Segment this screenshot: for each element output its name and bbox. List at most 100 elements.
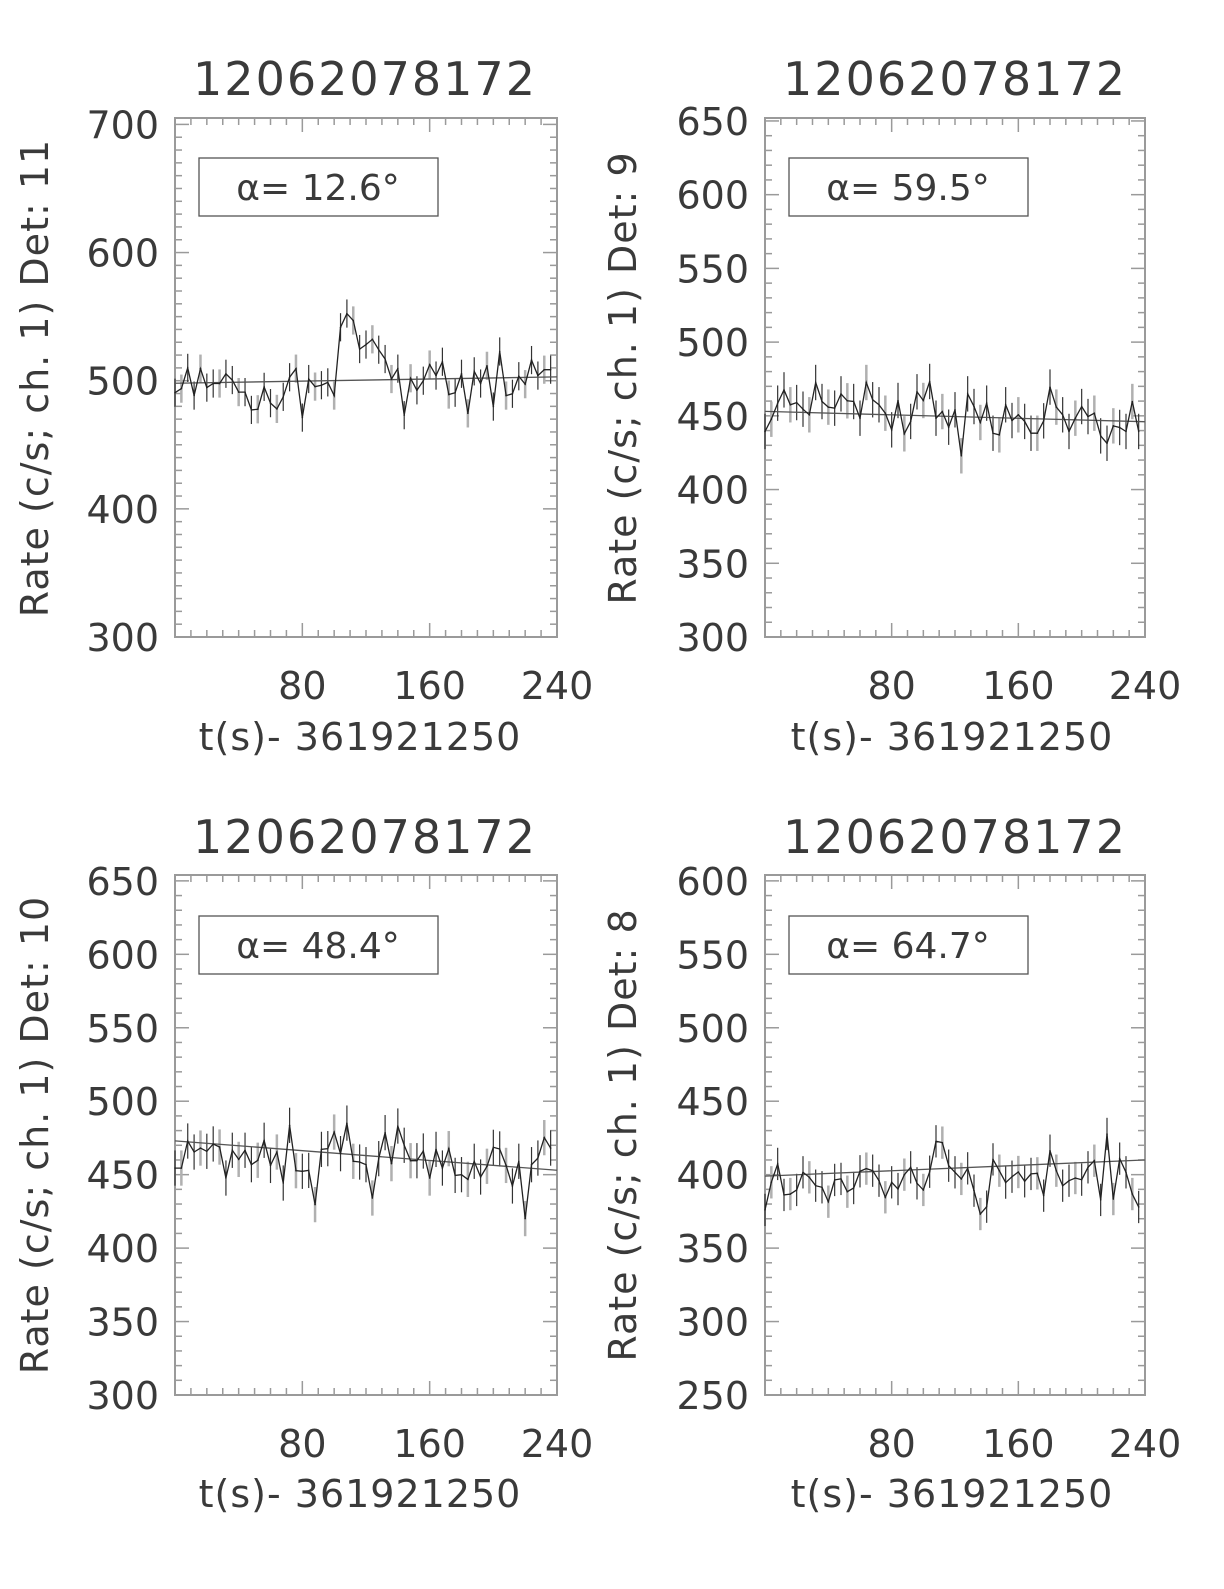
panel-det-11: 12062078172 Rate (c/s; ch. 1) Det: 11 t(…	[13, 52, 537, 759]
data-point	[789, 403, 792, 406]
data-point	[492, 405, 495, 408]
data-point	[256, 1159, 259, 1162]
x-axis-label: t(s)- 361921250	[199, 1472, 522, 1516]
data-point	[237, 391, 240, 393]
data-point	[795, 1189, 798, 1191]
data-point	[998, 1169, 1001, 1172]
rate-series-line	[175, 1122, 552, 1219]
data-point	[460, 372, 463, 375]
data-point	[416, 389, 418, 392]
data-point	[288, 1124, 291, 1127]
data-point	[371, 338, 374, 341]
data-point	[916, 1182, 918, 1185]
y-tick-label: 500	[86, 1080, 159, 1124]
data-point	[390, 1162, 393, 1165]
data-point	[935, 417, 937, 419]
data-point	[498, 1148, 501, 1150]
data-point	[403, 414, 406, 416]
data-point	[409, 377, 412, 380]
data-point	[833, 1179, 836, 1181]
data-point	[859, 1170, 861, 1173]
data-point	[327, 1147, 329, 1150]
data-point	[916, 391, 918, 393]
data-point	[447, 393, 450, 396]
rate-series-line	[764, 1133, 1140, 1216]
data-point	[231, 379, 234, 381]
data-point	[960, 454, 963, 457]
y-tick-label: 400	[676, 1154, 749, 1198]
data-point	[954, 1171, 956, 1174]
data-point	[814, 381, 817, 384]
rate-series-line	[764, 379, 1140, 456]
data-point	[454, 1174, 456, 1177]
data-point	[890, 429, 893, 431]
data-point	[954, 408, 956, 411]
plot-area-1: 80 160 240 300 350 400 450 500 550 600 650	[676, 100, 1181, 708]
data-point	[358, 1161, 361, 1163]
data-point	[314, 385, 316, 388]
data-point	[256, 408, 259, 411]
data-point	[320, 384, 323, 386]
data-point	[1099, 1199, 1102, 1201]
data-point	[269, 402, 272, 404]
y-tick-label: 300	[86, 1374, 159, 1418]
data-point	[231, 1149, 234, 1152]
x-tick-label: 240	[521, 1422, 594, 1466]
data-point	[1080, 405, 1083, 408]
data-point	[808, 414, 811, 416]
data-point	[1087, 415, 1089, 418]
y-tick-label: 450	[86, 1154, 159, 1198]
data-point	[543, 368, 546, 371]
x-tick-label: 160	[393, 1422, 466, 1466]
data-point	[435, 374, 437, 377]
y-tick-label: 450	[676, 1080, 749, 1124]
data-point	[884, 1196, 887, 1199]
data-point	[486, 1165, 488, 1168]
data-point	[1131, 400, 1134, 403]
data-point	[966, 1167, 969, 1170]
data-point	[846, 399, 849, 402]
data-point	[1030, 1173, 1032, 1175]
data-point	[897, 399, 899, 402]
data-point	[1023, 1180, 1026, 1183]
data-point	[327, 381, 329, 384]
panel-title: 12062078172	[193, 52, 537, 106]
y-tick-label: 550	[676, 247, 749, 291]
data-point	[1036, 1172, 1039, 1175]
data-point	[416, 1159, 418, 1162]
data-point	[384, 358, 386, 360]
data-point	[1068, 1179, 1070, 1182]
data-point	[1042, 1194, 1045, 1197]
data-point	[492, 1146, 495, 1149]
data-point	[821, 400, 823, 403]
data-point	[225, 1177, 227, 1179]
data-point	[865, 381, 868, 384]
y-axis-label: Rate (c/s; ch. 1) Det: 10	[13, 896, 57, 1374]
data-point	[1112, 425, 1115, 427]
data-point	[878, 1179, 880, 1182]
data-point	[244, 1149, 246, 1152]
annotation-box	[198, 915, 439, 975]
data-point	[1131, 1193, 1134, 1195]
data-point	[871, 398, 874, 401]
data-point	[511, 392, 514, 395]
x-tick-label: 80	[278, 664, 326, 708]
data-point	[422, 1150, 425, 1152]
x-tick-label: 80	[278, 1422, 326, 1466]
data-point	[821, 1186, 823, 1189]
data-point	[1004, 1181, 1007, 1184]
y-tick-label: 450	[676, 395, 749, 439]
data-point	[269, 1164, 272, 1167]
data-point	[776, 402, 779, 404]
data-point	[505, 394, 507, 397]
data-point	[840, 393, 842, 395]
data-point	[1004, 403, 1007, 406]
y-tick-label: 600	[676, 174, 749, 218]
data-point	[365, 343, 367, 346]
data-point	[947, 426, 950, 428]
plot-area-3: 80 160 240 250 300 350 400 450 500 550 600	[676, 860, 1181, 1466]
data-point	[1042, 420, 1045, 422]
y-tick-label: 550	[86, 1007, 159, 1051]
data-point	[193, 394, 195, 397]
